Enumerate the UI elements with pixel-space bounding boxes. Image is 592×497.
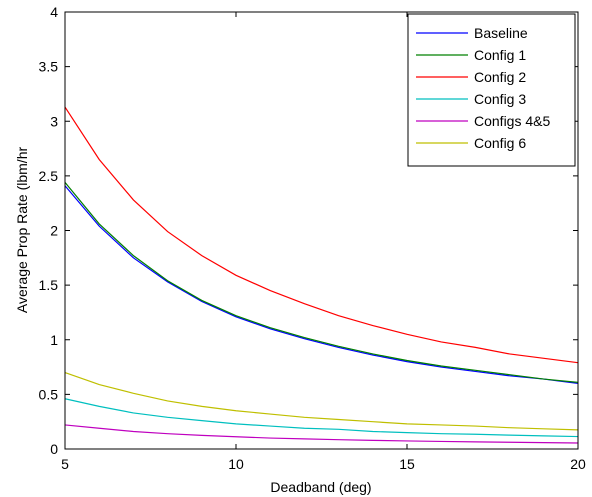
series-lines (64, 106, 579, 444)
series-line-5 (64, 371, 579, 431)
legend-label-4: Configs 4&5 (474, 113, 550, 129)
series-line-0 (64, 185, 579, 385)
y-tick-label: 1 (50, 332, 58, 348)
x-tick-label: 5 (61, 456, 69, 472)
y-tick-label: 3 (50, 113, 58, 129)
axis-ticks: 5 10 15 20 0 0.5 1 1.5 2 2.5 3 3.5 4 (39, 4, 586, 472)
series-line-1 (64, 182, 579, 383)
y-axis-label: Average Prop Rate (lbm/hr (14, 147, 30, 314)
legend-label-3: Config 3 (474, 91, 526, 107)
y-tick-label: 4 (50, 4, 58, 20)
series-line-4 (64, 424, 579, 444)
x-tick-label: 15 (399, 456, 415, 472)
legend: Baseline Config 1 Config 2 Config 3 Configs … (407, 13, 576, 167)
legend-items: Baseline Config 1 Config 2 Config 3 Configs … (416, 25, 550, 151)
x-tick-label: 10 (228, 456, 244, 472)
series-line-2 (64, 106, 579, 364)
y-tick-label: 2.5 (39, 168, 59, 184)
x-axis-label: Deadband (deg) (270, 479, 371, 495)
legend-box (407, 13, 576, 167)
y-tick-label: 1.5 (39, 277, 59, 293)
x-tick-label: 20 (570, 456, 586, 472)
y-tick-label: 2 (50, 223, 58, 239)
legend-label-0: Baseline (474, 25, 528, 41)
y-tick-label: 0 (50, 441, 58, 457)
series-line-3 (64, 398, 579, 438)
y-tick-label: 0.5 (39, 386, 59, 402)
legend-label-2: Config 2 (474, 69, 526, 85)
y-tick-label: 3.5 (39, 59, 59, 75)
legend-label-5: Config 6 (474, 135, 526, 151)
legend-label-1: Config 1 (474, 47, 526, 63)
